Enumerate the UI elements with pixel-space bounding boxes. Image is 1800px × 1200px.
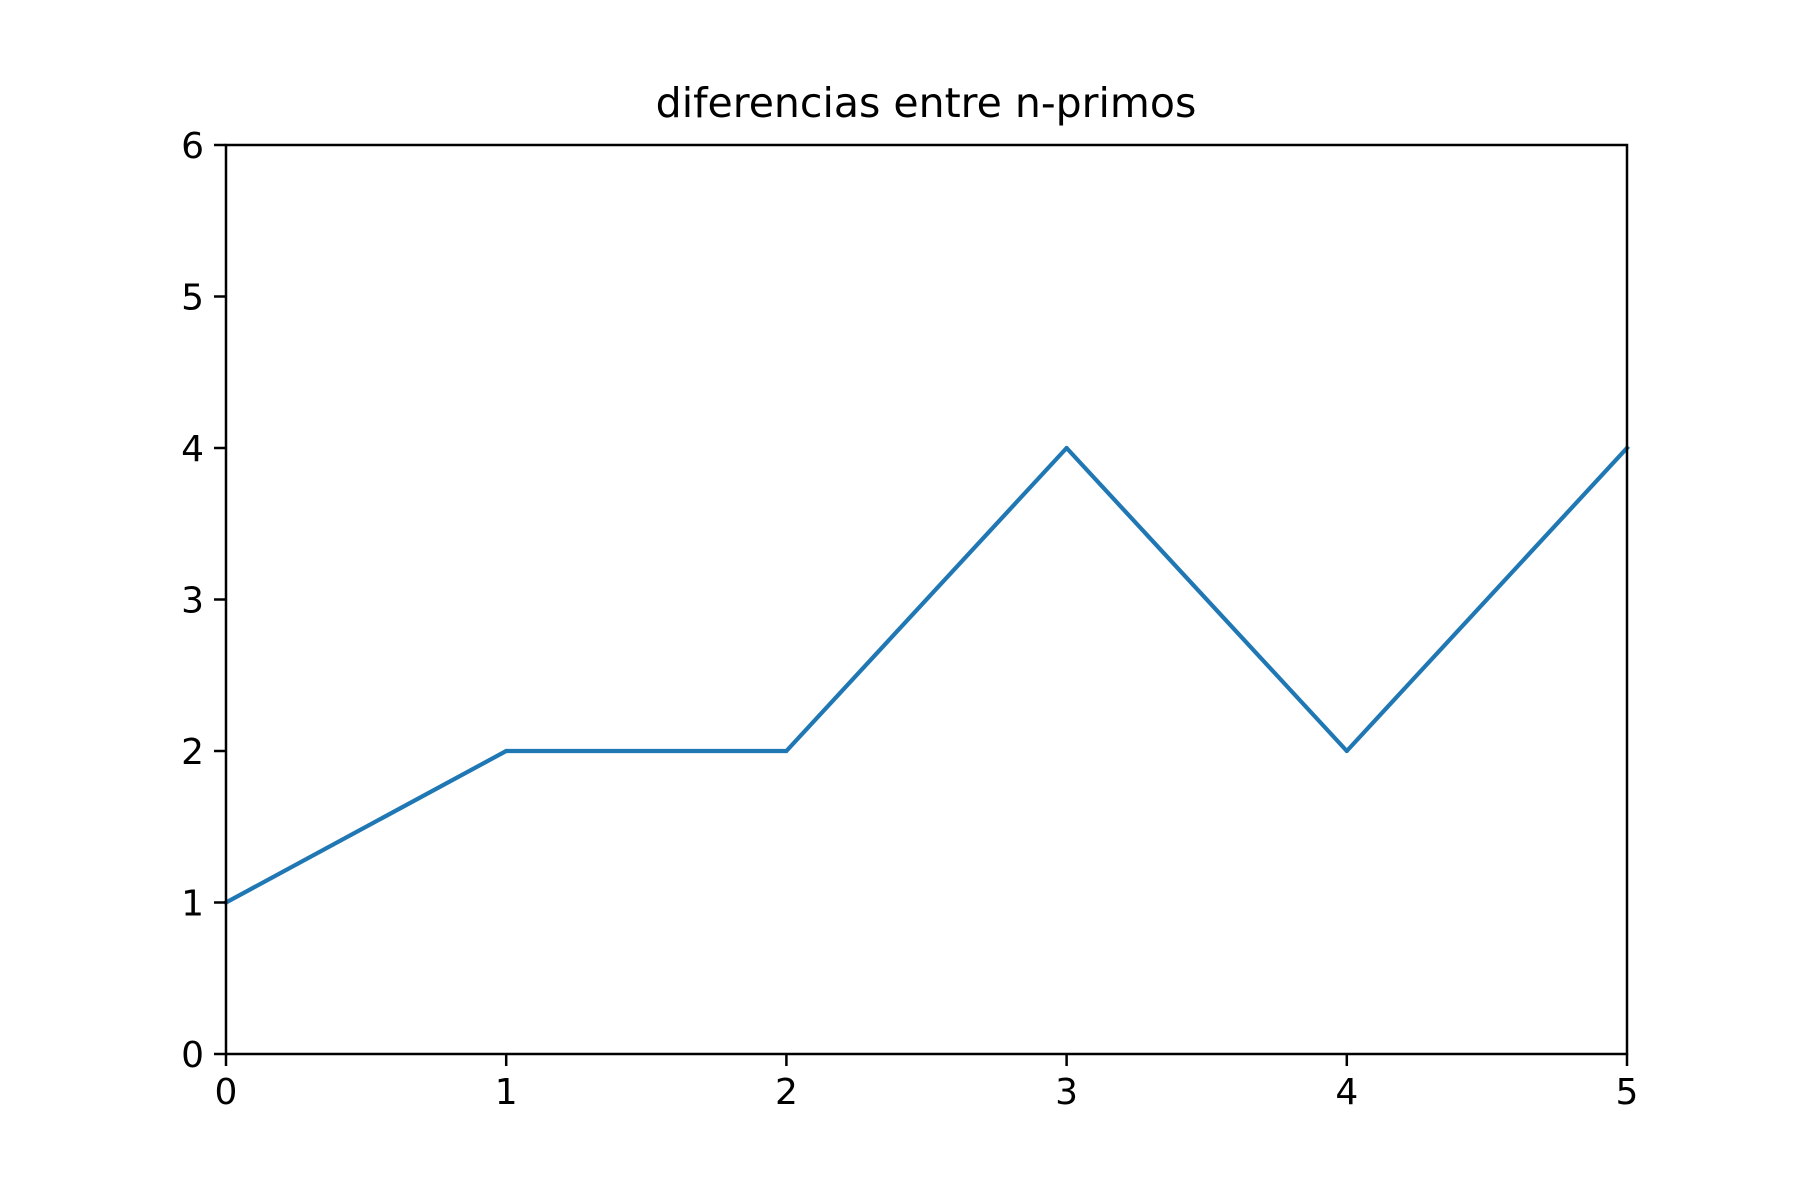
data-point: [784, 748, 789, 754]
axes-frame: [224, 143, 1629, 1056]
x-tick-label: 3: [1055, 1072, 1078, 1113]
data-point: [504, 748, 509, 754]
x-tick-label: 1: [495, 1072, 518, 1113]
y-tick-label: 5: [181, 278, 204, 319]
x-tick-label: 0: [215, 1072, 238, 1113]
y-tick-label: 6: [181, 126, 204, 167]
x-tick-label: 2: [775, 1072, 798, 1113]
series-line: [223, 445, 1630, 906]
y-tick-label: 1: [181, 884, 204, 925]
data-point: [1344, 748, 1349, 754]
y-tick-label: 2: [181, 732, 204, 773]
y-tick-label: 4: [181, 429, 204, 470]
chart-title: diferencias entre n-primos: [656, 79, 1197, 127]
x-axis: 0 1 2 3 4 5: [215, 1054, 1639, 1113]
y-tick-label: 3: [181, 581, 204, 622]
y-tick-label: 0: [181, 1035, 204, 1076]
x-tick-label: 4: [1335, 1072, 1358, 1113]
y-axis: 0 1 2 3 4 5 6: [181, 126, 226, 1076]
x-tick-label: 5: [1616, 1072, 1639, 1113]
data-point: [1064, 445, 1069, 451]
